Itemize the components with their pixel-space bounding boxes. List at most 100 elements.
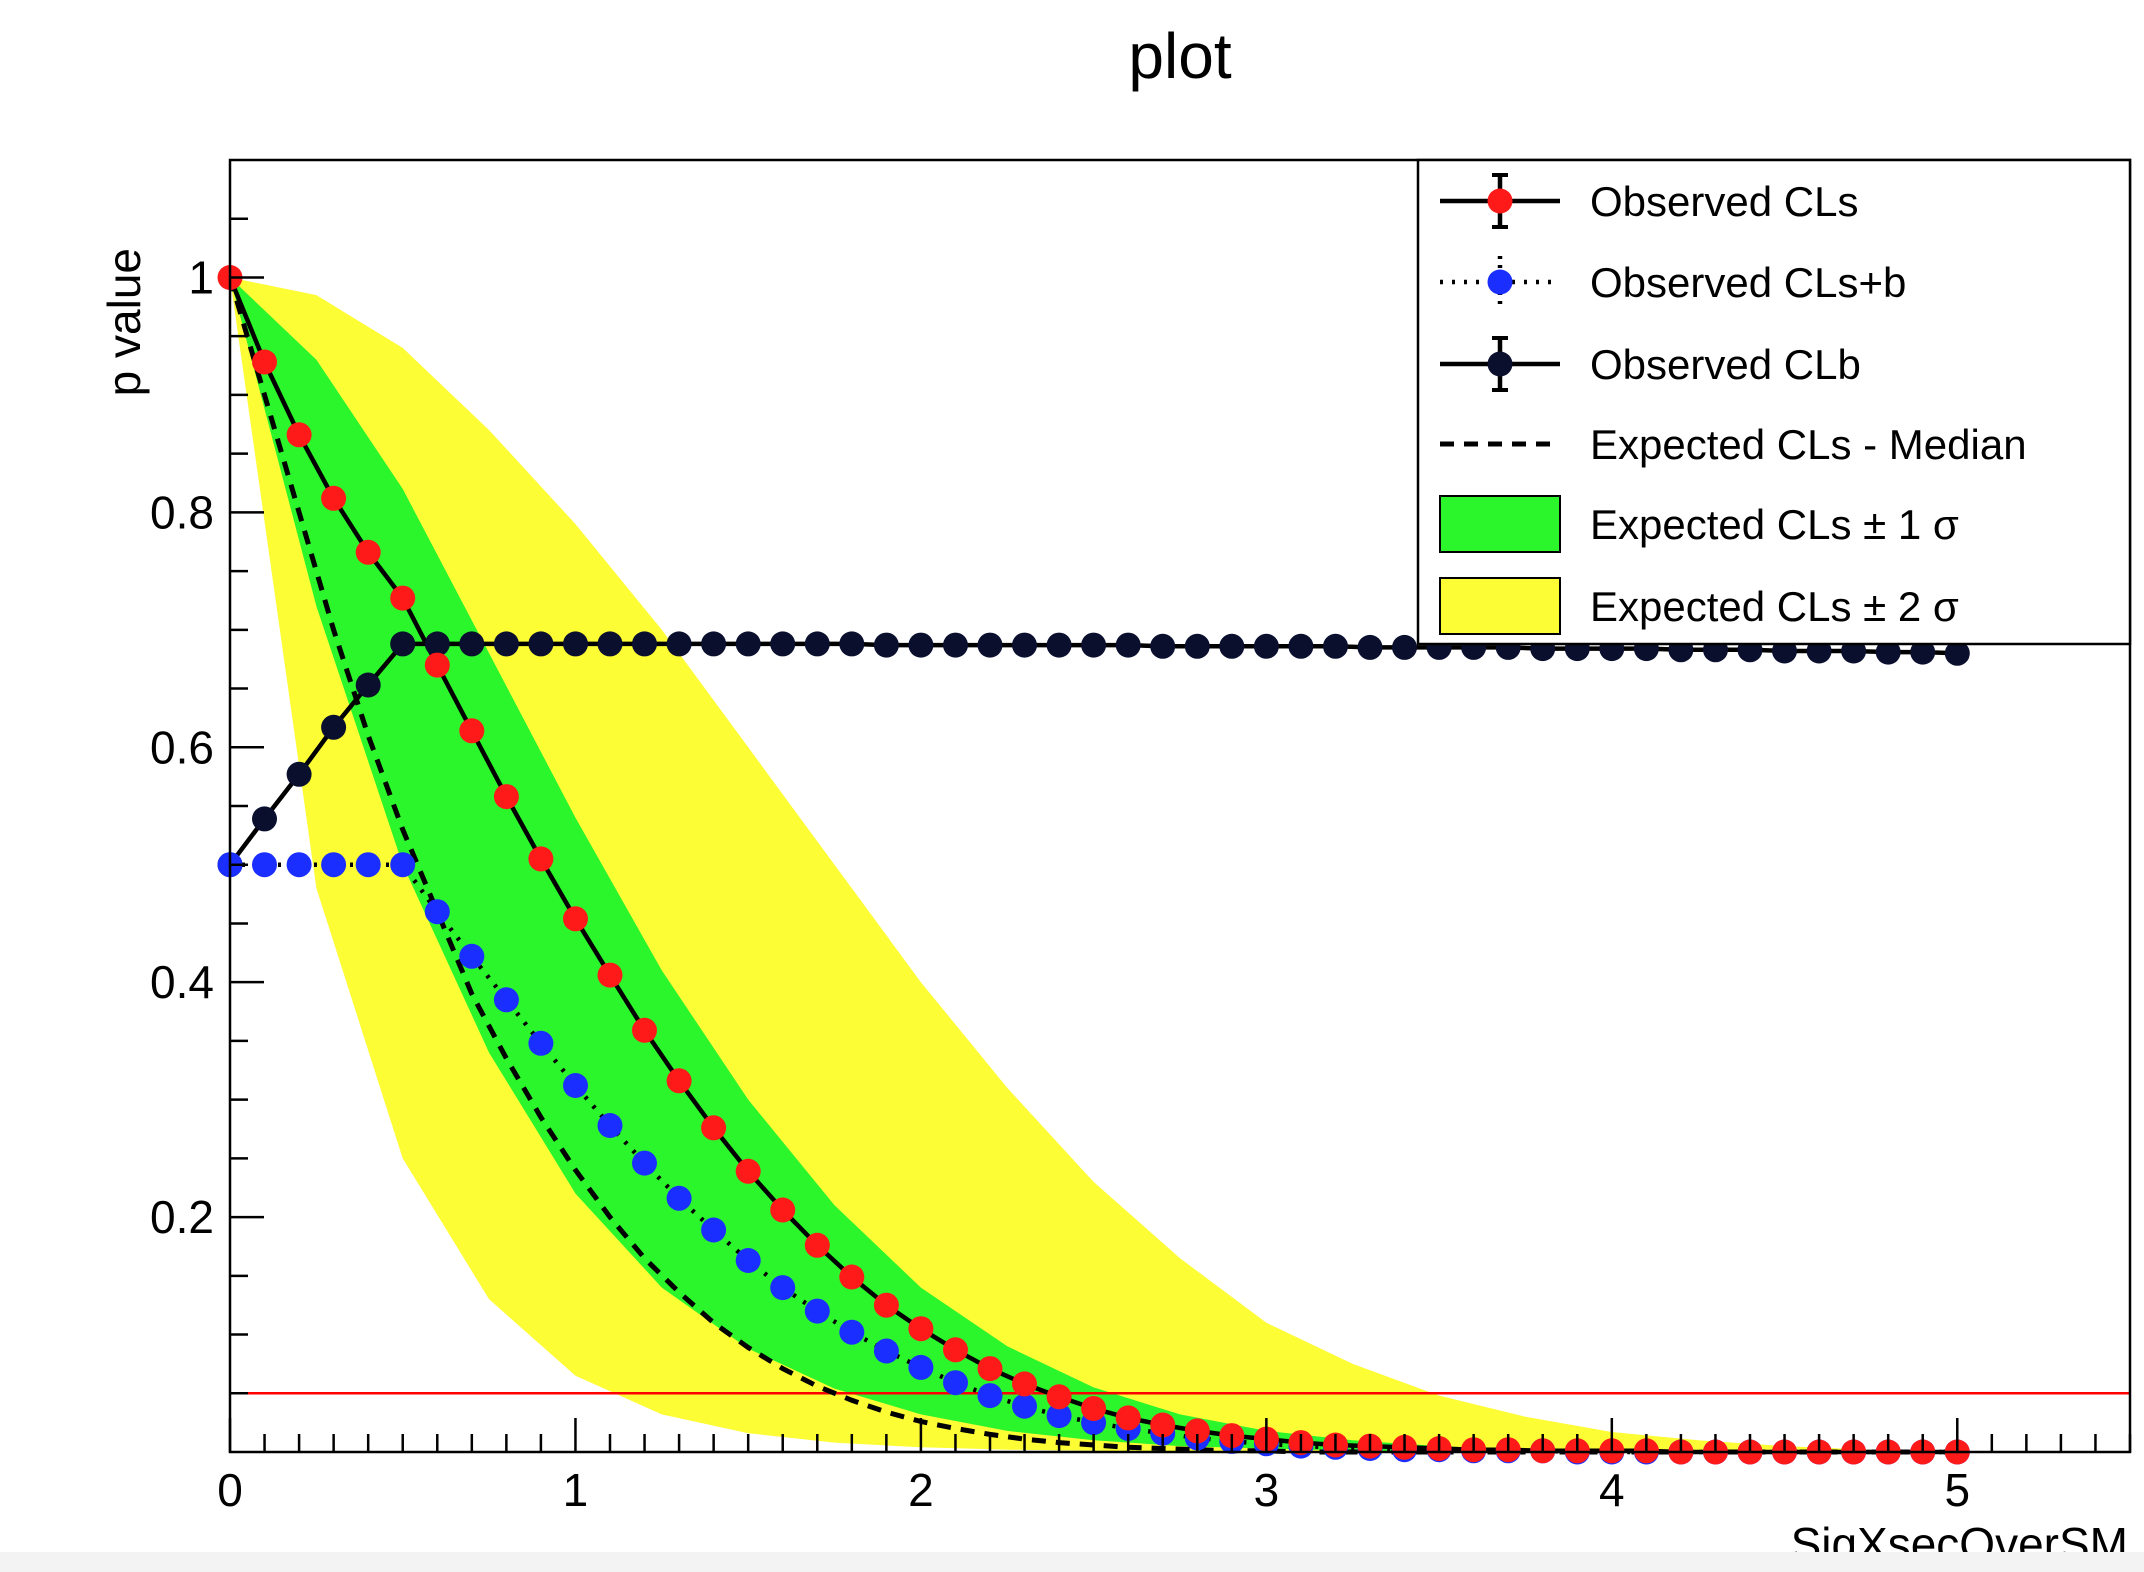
y-tick-label: 0.4 xyxy=(150,956,214,1008)
legend-swatch xyxy=(1439,577,1561,635)
legend-item: Expected CLs - Median xyxy=(1440,421,2027,468)
observed-clb-marker xyxy=(770,631,796,657)
observed-cls-marker xyxy=(1184,1418,1210,1444)
legend-item: Expected CLs ± 2 σ xyxy=(1439,577,1959,635)
observed-clb-marker xyxy=(1392,634,1417,660)
bottom-strip xyxy=(0,1552,2144,1572)
observed-clsb-marker xyxy=(424,899,450,925)
observed-clsb-marker xyxy=(839,1319,865,1345)
observed-clsb-marker xyxy=(908,1354,934,1380)
x-tick-label: 2 xyxy=(908,1464,934,1516)
observed-clsb-marker xyxy=(632,1150,657,1176)
observed-clb-marker xyxy=(632,631,657,657)
observed-cls-marker xyxy=(459,718,485,744)
legend-item: Expected CLs ± 1 σ xyxy=(1439,495,1959,553)
observed-cls-marker xyxy=(804,1232,830,1258)
observed-clsb-marker xyxy=(943,1370,968,1396)
observed-clsb-marker xyxy=(493,987,519,1013)
legend-label: Observed CLs xyxy=(1590,178,1858,225)
axes-layer: 0 1 2 3 4 5 0.2 0.4 0.6 0.8 1 xyxy=(150,217,2132,1516)
observed-clb-marker xyxy=(252,806,277,832)
observed-cls-marker xyxy=(355,539,381,565)
legend-marker xyxy=(1487,269,1513,295)
observed-clb-marker xyxy=(943,632,968,658)
chart-title: plot xyxy=(1128,20,1231,92)
legend-items: Observed CLs Observed CLs+b Observed CLb Ex… xyxy=(1439,173,2027,635)
legend-item: Observed CLs+b xyxy=(1440,256,1906,308)
observed-clsb-marker xyxy=(804,1298,830,1324)
observed-cls-marker xyxy=(666,1068,692,1094)
observed-cls-marker xyxy=(493,784,519,810)
observed-clsb-marker xyxy=(735,1248,761,1273)
legend-marker xyxy=(1487,188,1513,214)
observed-cls-marker xyxy=(1012,1371,1037,1397)
legend-swatch xyxy=(1439,495,1561,553)
observed-clb-marker xyxy=(701,631,727,657)
observed-cls-marker xyxy=(632,1017,657,1043)
observed-clb-marker xyxy=(459,631,485,657)
observed-clb-marker xyxy=(528,631,554,657)
observed-clb-marker xyxy=(1046,632,1072,658)
observed-clb-marker xyxy=(735,631,761,657)
observed-cls-marker xyxy=(839,1264,865,1290)
observed-clsb-marker xyxy=(355,852,381,878)
observed-clb-marker xyxy=(1875,639,1901,665)
observed-cls-marker xyxy=(1150,1412,1176,1438)
observed-clb-marker xyxy=(1253,633,1279,659)
observed-clb-marker xyxy=(804,631,830,657)
observed-clb-marker xyxy=(321,714,347,740)
observed-clb-marker xyxy=(355,672,381,698)
legend-label: Expected CLs ± 1 σ xyxy=(1590,501,1959,548)
observed-clb-marker xyxy=(1323,633,1348,659)
observed-clb-marker xyxy=(873,632,899,658)
y-tick-label: 0.6 xyxy=(150,721,214,773)
observed-clb-marker xyxy=(839,631,865,657)
observed-cls-marker xyxy=(943,1337,968,1363)
observed-clb-marker xyxy=(1012,632,1037,658)
legend-label: Observed CLb xyxy=(1590,341,1861,388)
x-tick-label: 0 xyxy=(217,1464,243,1516)
observed-clsb-marker xyxy=(597,1113,623,1138)
observed-clb-marker xyxy=(1184,633,1210,659)
observed-cls-marker xyxy=(701,1115,727,1141)
observed-clsb-marker xyxy=(459,943,485,969)
legend-label: Expected CLs - Median xyxy=(1590,421,2027,468)
observed-cls-marker xyxy=(1081,1396,1107,1421)
observed-cls-marker xyxy=(1046,1384,1072,1410)
observed-clb-marker xyxy=(286,761,312,787)
observed-cls-marker xyxy=(424,652,450,678)
observed-clb-marker xyxy=(1219,633,1245,659)
legend-marker xyxy=(1487,351,1513,377)
observed-cls-marker xyxy=(735,1158,761,1184)
observed-clsb-marker xyxy=(286,852,312,878)
observed-clb-marker xyxy=(1150,633,1176,659)
observed-clb-marker xyxy=(1115,632,1141,658)
observed-clb-marker xyxy=(1944,640,1970,666)
observed-cls-marker xyxy=(977,1356,1003,1382)
x-tick-label: 3 xyxy=(1254,1464,1280,1516)
observed-clsb-marker xyxy=(390,852,416,878)
observed-clsb-marker xyxy=(1046,1403,1072,1429)
legend-item: Observed CLs xyxy=(1440,173,1858,229)
x-tick-label: 5 xyxy=(1944,1464,1970,1516)
y-tick-label: 0.2 xyxy=(150,1191,214,1243)
observed-clb-marker xyxy=(597,631,623,657)
observed-clb-marker xyxy=(1910,639,1936,665)
observed-clb-marker xyxy=(908,632,934,658)
observed-cls-marker xyxy=(873,1292,899,1318)
observed-cls-marker xyxy=(321,485,347,511)
observed-clsb-marker xyxy=(701,1217,727,1243)
observed-clb-marker xyxy=(563,631,588,657)
observed-clsb-marker xyxy=(563,1073,588,1098)
observed-clb-marker xyxy=(424,631,450,657)
observed-cls-marker xyxy=(597,962,623,988)
x-tick-label: 4 xyxy=(1599,1464,1625,1516)
x-tick-label: 1 xyxy=(563,1464,589,1516)
legend-label: Expected CLs ± 2 σ xyxy=(1590,583,1959,630)
legend-frame xyxy=(1416,158,2132,646)
observed-clb-marker xyxy=(977,632,1003,658)
observed-cls-marker xyxy=(528,846,554,872)
observed-cls-marker xyxy=(286,422,312,448)
